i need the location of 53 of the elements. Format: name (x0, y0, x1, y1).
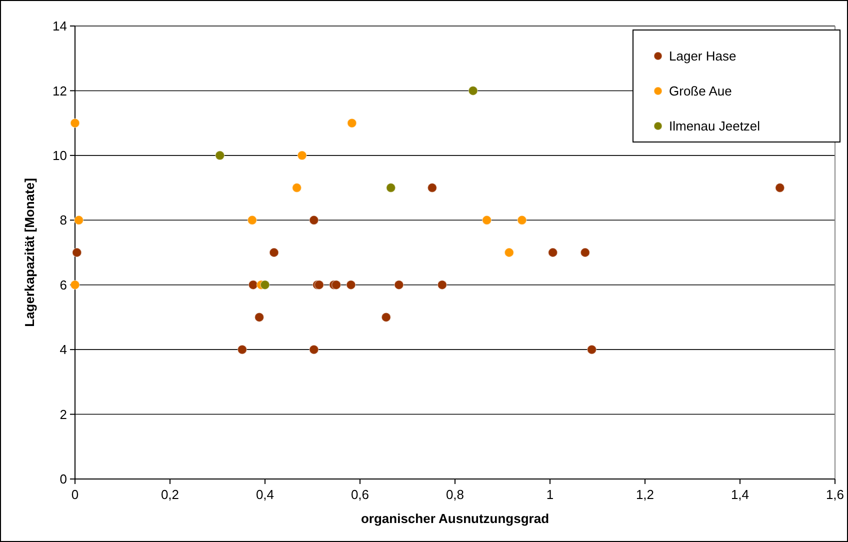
point (309, 344, 319, 354)
point (437, 280, 448, 290)
point (381, 312, 392, 322)
y-tick-label: 0 (60, 472, 67, 487)
point (331, 280, 342, 290)
legend-label: Ilmenau Jeetzel (669, 118, 760, 134)
x-tick-label: 0,8 (446, 487, 464, 502)
legend-label: Große Aue (669, 84, 732, 99)
point (214, 150, 225, 160)
point (70, 118, 80, 128)
point (468, 86, 478, 96)
point (548, 248, 558, 258)
point (260, 280, 270, 290)
point (580, 248, 590, 258)
x-tick-label: 0 (71, 487, 79, 502)
x-axis-title: organischer Ausnutzungsgrad (360, 511, 550, 526)
point (269, 248, 279, 258)
point (394, 280, 404, 290)
point (247, 215, 258, 226)
y-tick-label: 10 (52, 148, 67, 163)
point (292, 182, 302, 193)
y-tick-label: 12 (52, 83, 67, 98)
point (72, 248, 82, 258)
point (254, 312, 264, 322)
point (504, 248, 514, 258)
point (346, 280, 356, 290)
x-tick-label: 1 (546, 487, 554, 502)
point (517, 215, 527, 226)
y-axis-title: Lagerkapazität [Monate] (22, 178, 37, 327)
y-tick-label: 4 (60, 342, 67, 358)
point (347, 118, 357, 128)
x-tick-label: 0,6 (350, 487, 370, 502)
point (586, 344, 597, 354)
x-tick-label: 1,2 (636, 487, 654, 502)
point (297, 150, 307, 160)
point (775, 182, 785, 193)
point (237, 344, 248, 354)
x-tick-label: 1,4 (730, 487, 750, 502)
point (386, 182, 396, 193)
y-tick-label: 14 (52, 18, 67, 34)
point (482, 215, 492, 226)
legend-label: Lager Hase (669, 48, 736, 64)
y-tick-label: 2 (60, 406, 67, 422)
point (74, 215, 84, 226)
point (70, 280, 80, 290)
x-tick-label: 1,6 (826, 487, 844, 502)
point (248, 280, 258, 290)
x-tick-label: 0,2 (160, 487, 180, 502)
point (309, 215, 319, 226)
y-tick-label: 6 (60, 277, 67, 292)
point (427, 182, 438, 193)
x-tick-label: 0,4 (256, 487, 274, 502)
y-tick-label: 8 (60, 212, 67, 228)
